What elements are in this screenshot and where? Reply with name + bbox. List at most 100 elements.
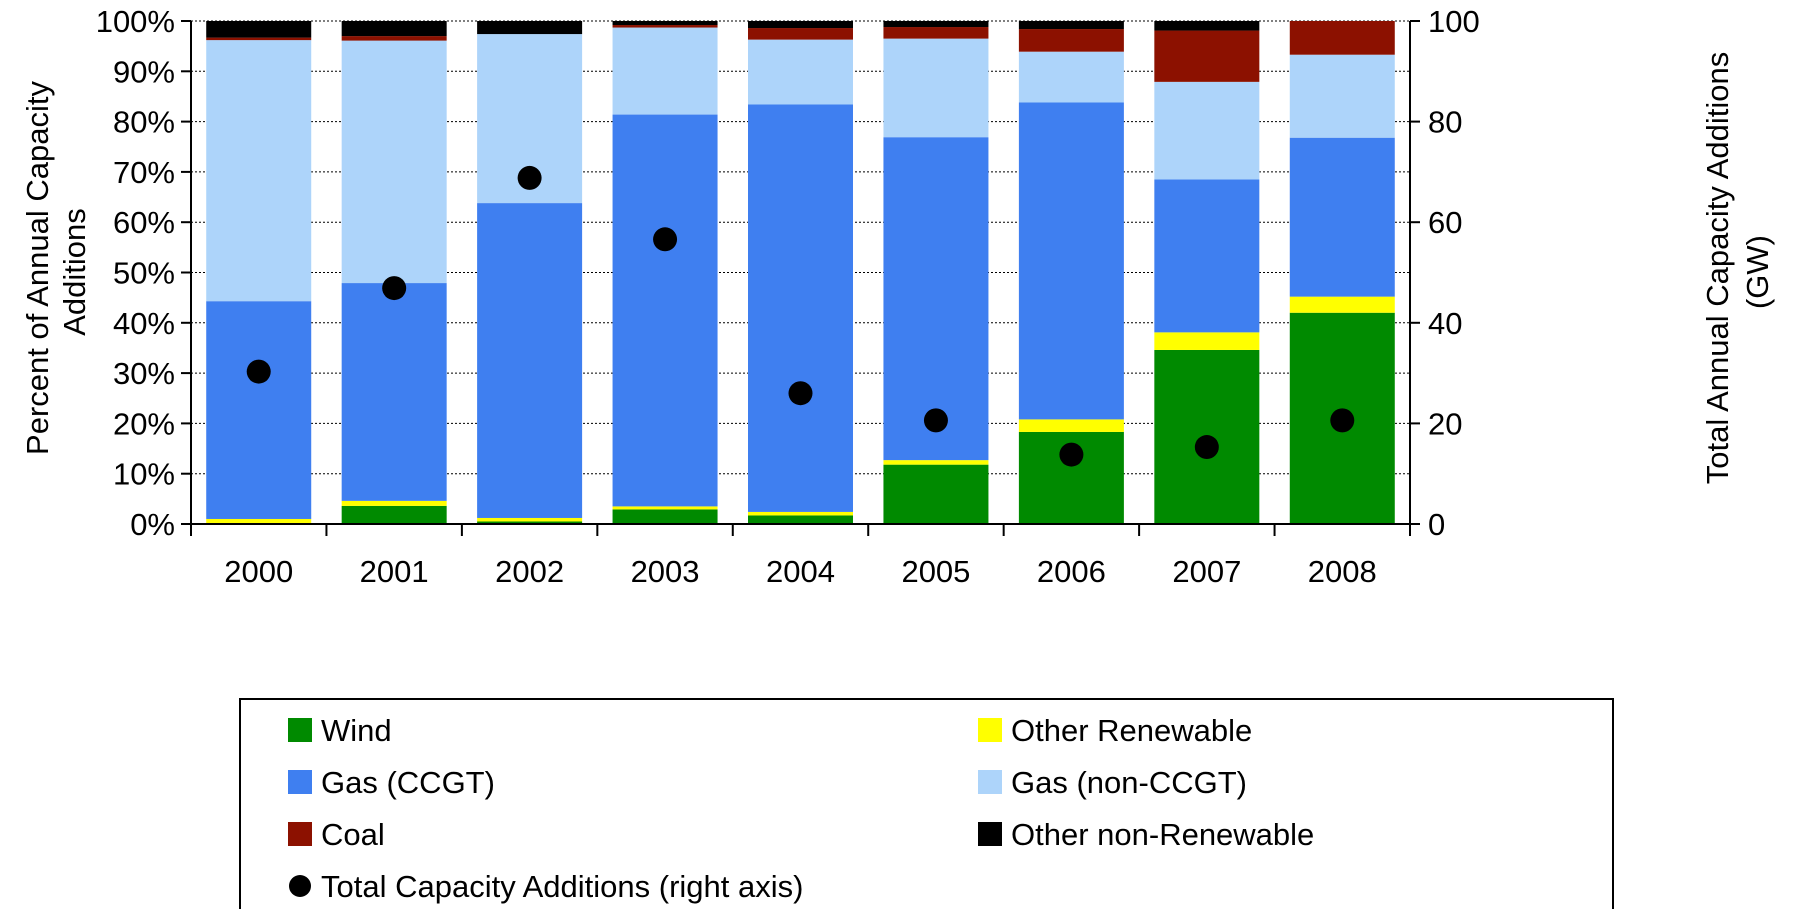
y2-tick-label: 100 [1428, 4, 1480, 39]
bar-coal-2004 [748, 28, 853, 40]
legend-swatch-coal [288, 822, 312, 846]
x-tick-label: 2004 [766, 554, 835, 589]
legend-label: Total Capacity Additions (right axis) [321, 869, 803, 904]
bar-gas-ccgt-2006 [1018, 102, 1124, 420]
y-tick-label: 0% [130, 507, 175, 542]
y2-tick-label: 80 [1428, 105, 1462, 140]
bar-other-non-renewable-2006 [1018, 21, 1124, 30]
bar-gas-ccgt-2002 [477, 203, 583, 518]
bar-gas-ccgt-2007 [1154, 179, 1260, 333]
bar-coal-2001 [341, 36, 447, 41]
bar-coal-2005 [883, 27, 989, 39]
bar-gas-non-ccgt-2008 [1289, 54, 1395, 138]
bar-other-non-renewable-2004 [748, 21, 853, 29]
x-tick-label: 2008 [1308, 554, 1377, 589]
legend-label: Wind [321, 713, 392, 748]
total-point-2002 [517, 165, 542, 190]
bar-other-non-renewable-2003 [612, 21, 718, 26]
legend-box [239, 698, 1614, 914]
legend: Wind Other Renewable Gas (CCGT) Gas (non-CC… [239, 698, 1614, 914]
bars [206, 21, 1395, 524]
x-tick-label: 2001 [360, 554, 429, 589]
total-point-2007 [1194, 435, 1219, 460]
y2-tick-label: 20 [1428, 406, 1462, 441]
bar-coal-2003 [612, 25, 718, 28]
bar-gas-non-ccgt-2003 [612, 27, 718, 115]
bar-other-renewable-2001 [341, 500, 447, 506]
x-tick-label: 2007 [1172, 554, 1241, 589]
y-tick-label: 90% [113, 54, 175, 89]
x-tick-label: 2002 [495, 554, 564, 589]
legend-label: Gas (CCGT) [321, 765, 495, 800]
bar-gas-ccgt-2008 [1289, 137, 1395, 297]
bar-gas-ccgt-2004 [748, 104, 853, 512]
y-tick-label: 50% [113, 256, 175, 291]
bar-wind-2004 [748, 515, 853, 524]
bar-wind-2002 [477, 521, 583, 524]
y2-axis-title-line2: (GW) [1740, 235, 1775, 309]
bar-other-non-renewable-2005 [883, 21, 989, 28]
bar-wind-2001 [341, 505, 447, 524]
bar-gas-ccgt-2005 [883, 137, 989, 461]
x-tick-label: 2003 [631, 554, 700, 589]
bar-wind-2005 [883, 464, 989, 524]
total-points [246, 165, 1355, 467]
bar-coal-2008 [1289, 21, 1395, 55]
bar-coal-2007 [1154, 30, 1260, 82]
bar-other-renewable-2005 [883, 460, 989, 465]
bar-other-non-renewable-2001 [341, 21, 447, 37]
y-tick-label: 80% [113, 105, 175, 140]
total-point-2003 [653, 227, 678, 252]
y2-tick-label: 0 [1428, 507, 1445, 542]
total-point-2000 [246, 359, 271, 384]
y-tick-label: 40% [113, 306, 175, 341]
bar-gas-non-ccgt-2000 [206, 40, 312, 302]
y-axis-title-line2: Additions [57, 208, 92, 336]
legend-swatch-other-renewable [978, 718, 1002, 742]
legend-label: Other non-Renewable [1011, 817, 1314, 852]
y-tick-label: 70% [113, 155, 175, 190]
bar-gas-non-ccgt-2007 [1154, 81, 1260, 180]
bar-other-non-renewable-2000 [206, 21, 312, 38]
bar-coal-2006 [1018, 29, 1124, 52]
total-point-2006 [1059, 442, 1084, 467]
bar-gas-non-ccgt-2004 [748, 39, 853, 105]
bar-other-renewable-2004 [748, 511, 853, 516]
bar-other-renewable-2008 [1289, 296, 1395, 313]
legend-label: Gas (non-CCGT) [1011, 765, 1247, 800]
bar-other-non-renewable-2007 [1154, 21, 1260, 31]
y2-tick-label: 60 [1428, 205, 1462, 240]
bar-other-renewable-2000 [206, 518, 312, 523]
x-tick-label: 2005 [901, 554, 970, 589]
total-point-2008 [1330, 408, 1355, 433]
bar-gas-non-ccgt-2006 [1018, 51, 1124, 103]
y2-axis-title-line1: Total Annual Capacity Additions [1700, 52, 1735, 485]
bar-other-renewable-2003 [612, 506, 718, 510]
bar-coal-2000 [206, 37, 312, 41]
legend-swatch-gas-ccgt [288, 770, 312, 794]
axes: 0% 10% 20% 30% 40% 50% 60% 70% 80% 90% 100% 0 20 40 60… [96, 4, 1480, 589]
y-tick-label: 20% [113, 406, 175, 441]
bar-other-renewable-2006 [1018, 419, 1124, 432]
bar-gas-ccgt-2001 [341, 283, 447, 501]
y-tick-label: 30% [113, 356, 175, 391]
x-tick-label: 2000 [224, 554, 293, 589]
legend-marker-total [289, 875, 311, 897]
bar-wind-2003 [612, 509, 718, 524]
bar-gas-non-ccgt-2001 [341, 40, 447, 284]
y-axis-title-line1: Percent of Annual Capacity [20, 81, 55, 455]
bar-gas-non-ccgt-2005 [883, 38, 989, 138]
bar-other-renewable-2002 [477, 517, 583, 522]
x-tick-label: 2006 [1037, 554, 1106, 589]
legend-label: Coal [321, 817, 385, 852]
legend-swatch-gas-non-ccgt [978, 770, 1002, 794]
bar-other-renewable-2007 [1154, 332, 1260, 350]
y2-tick-label: 40 [1428, 306, 1462, 341]
legend-swatch-wind [288, 718, 312, 742]
legend-swatch-other-non-renewable [978, 822, 1002, 846]
y-tick-label: 10% [113, 457, 175, 492]
legend-label: Other Renewable [1011, 713, 1252, 748]
bar-other-non-renewable-2002 [477, 21, 583, 35]
